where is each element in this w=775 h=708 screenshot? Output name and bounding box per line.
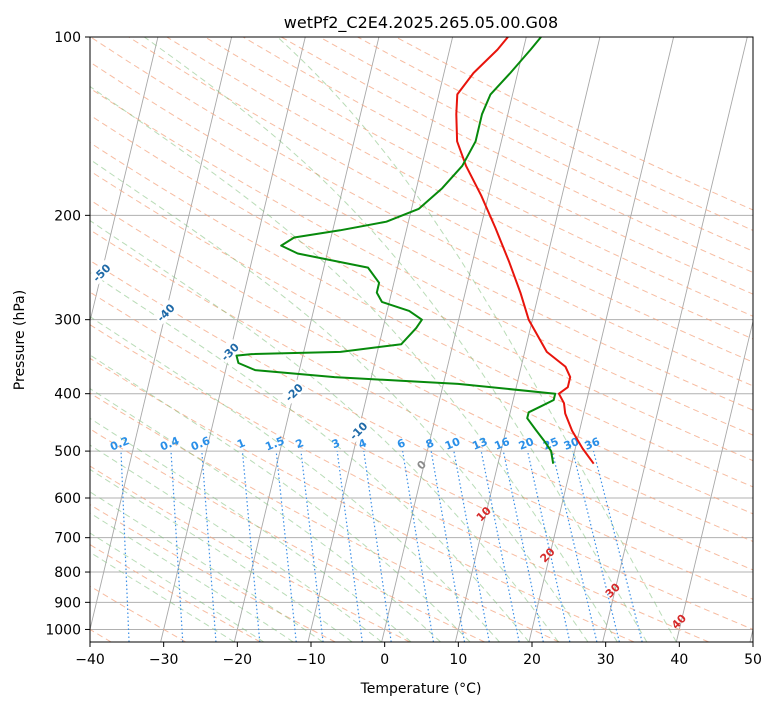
mixing-ratio-line	[551, 450, 598, 642]
mixing-ratio-line	[526, 450, 571, 642]
y-tick-label: 600	[54, 491, 81, 507]
mixing-ratio-label: 36	[583, 435, 602, 453]
x-tick-label: −10	[296, 652, 326, 668]
moist-adiabat-line	[90, 468, 353, 642]
mixing-ratio-label: 13	[470, 435, 489, 453]
moist-adiabat-line	[144, 37, 648, 642]
x-tick-label: 10	[449, 652, 467, 668]
y-tick-label: 900	[54, 595, 81, 611]
mixing-ratio-line	[480, 450, 520, 642]
y-tick-label: 400	[54, 387, 81, 403]
moist-adiabat-line	[90, 388, 441, 642]
dry-adiabat-line	[90, 37, 753, 387]
dry-adiabat-line	[90, 324, 709, 642]
mixing-ratio-label: 10	[443, 435, 462, 453]
dry-adiabat-line	[90, 229, 753, 571]
dry-adiabat-line	[90, 428, 485, 642]
isotherm-label-bg	[217, 339, 243, 364]
x-tick-label: 40	[670, 652, 688, 668]
mixing-ratio-line	[363, 451, 392, 642]
mixing-ratio-line	[336, 451, 363, 642]
isotherm-line	[90, 37, 233, 632]
isotherm-line	[381, 37, 527, 642]
dry-adiabat-line	[90, 87, 753, 436]
mixing-ratio-label: 25	[541, 435, 560, 453]
plot-frame	[89, 36, 754, 643]
dry-adiabat-line	[90, 170, 753, 515]
isotherm-line	[90, 37, 159, 324]
y-tick-label: 100	[54, 30, 81, 46]
mixing-ratio-label: 20	[517, 435, 536, 453]
x-tick-label: −20	[223, 652, 253, 668]
dry-adiabat-line	[90, 392, 560, 642]
moist-adiabat-line	[90, 316, 500, 642]
mixing-ratio-line	[430, 450, 466, 642]
moist-adiabat-line	[90, 354, 471, 642]
dry-adiabat-line	[90, 199, 753, 543]
mixing-ratio-line	[453, 450, 490, 642]
mixing-ratio-line	[592, 450, 643, 642]
mixing-ratio-line	[402, 451, 435, 642]
mixing-ratio-label: 2	[294, 436, 306, 451]
y-tick-label: 800	[54, 565, 81, 581]
isotherm-line	[454, 37, 601, 642]
isotherm-label-bg	[281, 379, 307, 405]
dry-adiabat-line	[90, 357, 635, 642]
x-tick-label: 50	[744, 652, 762, 668]
y-tick-label: 200	[54, 208, 81, 224]
moist-adiabat-line	[90, 444, 383, 642]
dry-adiabat-line	[90, 504, 336, 642]
x-axis-label: Temperature (°C)	[360, 681, 482, 697]
dry-adiabat-line	[90, 259, 753, 600]
mixing-ratio-label: 3	[330, 436, 342, 451]
isotherm-label-bg	[152, 299, 178, 325]
mixing-ratio-label: 1	[235, 436, 247, 451]
y-tick-label: 1000	[45, 622, 81, 638]
mixing-ratio-label: 16	[492, 435, 511, 453]
chart-title: wetPf2_C2E4.2025.265.05.00.G08	[284, 13, 558, 33]
mixing-ratio-line	[502, 450, 544, 642]
dry-adiabat-line	[204, 37, 753, 317]
x-tick-label: −40	[75, 652, 105, 668]
dry-adiabat-line	[128, 37, 753, 363]
temperature-profile-line	[455, 37, 595, 465]
y-tick-label: 300	[54, 313, 81, 329]
mixing-ratio-label: 8	[424, 436, 436, 451]
dry-adiabat-line	[242, 37, 753, 295]
x-tick-label: 20	[523, 652, 541, 668]
y-tick-label: 700	[54, 531, 81, 547]
isotherm-line	[675, 319, 753, 642]
moist-adiabat-line	[90, 271, 530, 642]
moist-adiabat-line	[90, 220, 559, 642]
dry-adiabat-line	[90, 114, 753, 462]
isotherm-label-bg	[345, 418, 371, 443]
data-series	[235, 37, 595, 465]
dewpoint-profile-line	[235, 37, 557, 464]
dry-adiabat-line	[90, 585, 187, 642]
moist-adiabat-line	[90, 158, 589, 642]
moist-adiabat-line	[90, 85, 618, 642]
isotherm-line	[528, 37, 675, 642]
x-tick-label: 30	[597, 652, 615, 668]
isotherm-label-bg	[90, 260, 114, 285]
mixing-ratio-line	[572, 450, 620, 642]
x-tick-label: −30	[149, 652, 179, 668]
dry-adiabat-line	[90, 465, 411, 642]
moist-adiabat-line	[90, 417, 412, 642]
x-axis: −40 −30 −20 −10 0 10 20 30 40 50	[75, 642, 762, 668]
moist-adiabat-line	[277, 37, 677, 642]
isotherm-line	[602, 37, 748, 642]
y-axis-label: Pressure (hPa)	[12, 290, 28, 390]
x-tick-label: 0	[380, 652, 389, 668]
moist-adiabat-line	[90, 491, 323, 642]
mixing-ratio-line	[300, 451, 324, 642]
y-tick-label: 500	[54, 444, 81, 460]
y-axis: 100 200 300 400 500 600 700 800 900 1000	[45, 30, 90, 638]
isotherm-line	[233, 37, 380, 642]
